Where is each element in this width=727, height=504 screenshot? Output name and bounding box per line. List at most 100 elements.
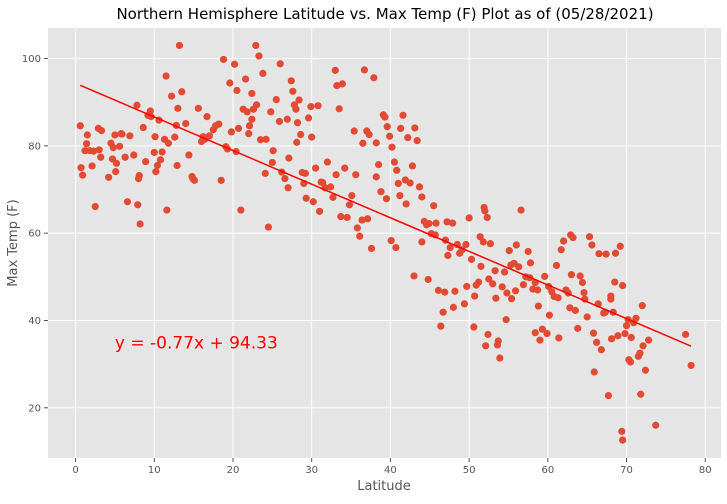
data-point (77, 164, 85, 172)
data-point (611, 249, 620, 257)
data-point (418, 238, 426, 246)
data-point (387, 236, 395, 245)
data-point (382, 195, 391, 203)
data-point (492, 294, 500, 302)
data-point (134, 201, 142, 209)
regression-equation: y = -0.77x + 94.33 (115, 333, 278, 353)
data-point (590, 368, 598, 376)
data-point (638, 302, 646, 310)
data-point (402, 200, 410, 208)
data-point (636, 349, 644, 357)
y-tick-label: 40 (28, 316, 41, 327)
data-point (370, 74, 378, 82)
data-point (308, 133, 316, 141)
data-point (377, 188, 385, 196)
data-point (439, 308, 447, 316)
data-point (559, 237, 568, 245)
data-point (293, 119, 302, 127)
data-point (602, 250, 610, 258)
data-point (392, 243, 400, 252)
data-point (463, 282, 471, 291)
data-point (317, 178, 325, 186)
data-point (627, 333, 635, 342)
data-point (353, 224, 361, 232)
y-tick-label: 100 (22, 54, 41, 65)
data-point (374, 161, 383, 169)
data-point (194, 104, 202, 112)
data-point (484, 330, 492, 339)
data-point (152, 168, 160, 176)
data-point (356, 232, 364, 240)
data-point (390, 158, 398, 166)
data-point (410, 272, 418, 280)
data-point (83, 131, 91, 139)
data-point (163, 206, 171, 214)
data-point (555, 334, 563, 342)
data-point (178, 88, 186, 96)
data-point (505, 247, 513, 255)
data-point (430, 202, 438, 210)
data-point (437, 322, 445, 330)
data-point (621, 329, 629, 338)
data-point (500, 268, 509, 276)
data-point (203, 113, 211, 121)
data-point (112, 159, 121, 167)
data-point (578, 278, 587, 287)
data-point (275, 117, 284, 126)
data-point (626, 358, 635, 366)
data-point (333, 82, 341, 90)
data-point (481, 207, 489, 215)
data-point (486, 240, 494, 248)
data-point (90, 147, 98, 155)
data-point (182, 120, 190, 128)
data-point (312, 164, 320, 172)
data-point (557, 246, 565, 254)
data-point (343, 213, 351, 222)
data-point (554, 294, 562, 302)
data-point (121, 153, 129, 161)
data-point (268, 158, 276, 167)
data-point (150, 148, 158, 157)
data-point (406, 179, 414, 187)
data-point (614, 332, 622, 340)
data-point (449, 303, 457, 311)
data-point (76, 122, 84, 130)
data-point (293, 138, 301, 146)
data-point (622, 322, 631, 330)
data-point (531, 329, 539, 337)
data-point (217, 176, 225, 184)
data-point (116, 142, 124, 150)
data-point (515, 263, 523, 271)
data-point (502, 316, 510, 324)
data-point (248, 115, 256, 123)
data-point (123, 198, 132, 206)
data-point (503, 289, 511, 297)
data-point (284, 184, 292, 192)
data-point (476, 233, 484, 241)
data-point (241, 75, 250, 83)
data-point (363, 215, 372, 223)
data-point (607, 292, 615, 300)
data-point (534, 302, 542, 310)
data-point (448, 219, 457, 227)
data-point (326, 183, 335, 191)
y-axis-ticks: 20 40 60 80 100 (22, 54, 48, 414)
data-point (174, 104, 182, 112)
data-point (444, 251, 452, 260)
data-point (126, 132, 134, 140)
data-point (541, 272, 549, 280)
data-point (543, 329, 551, 338)
data-point (82, 140, 91, 148)
x-tick-label: 60 (541, 465, 554, 476)
data-point (269, 147, 277, 155)
data-point (372, 139, 380, 147)
x-tick-label: 10 (148, 465, 161, 476)
data-point (252, 101, 261, 109)
regression-line (79, 84, 692, 347)
data-point (153, 161, 162, 170)
data-point (345, 201, 354, 209)
data-point (545, 311, 554, 319)
data-point (611, 278, 619, 286)
data-point (585, 233, 594, 241)
